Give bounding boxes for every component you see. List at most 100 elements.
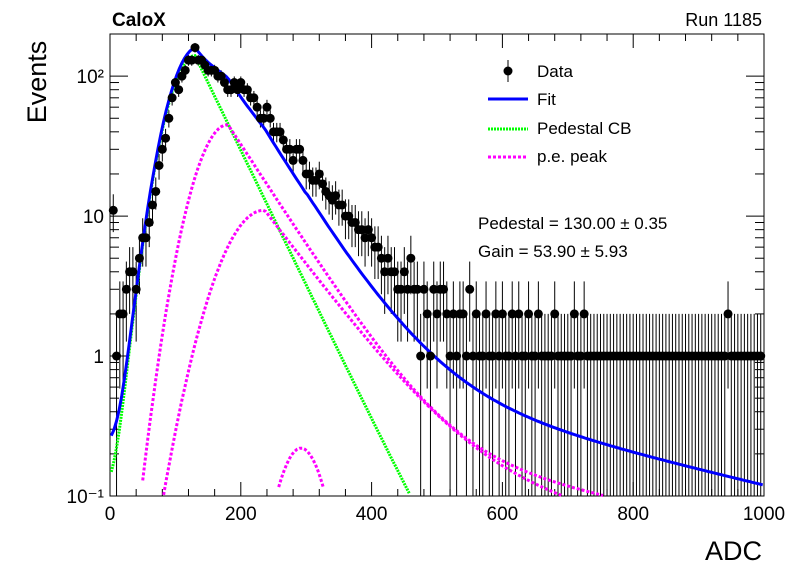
data-point xyxy=(720,351,730,361)
data-point xyxy=(550,309,560,319)
data-point xyxy=(360,233,370,243)
data-point xyxy=(412,284,422,294)
data-point xyxy=(569,309,579,319)
x-axis-label: ADC xyxy=(705,536,762,566)
data-point xyxy=(465,284,475,294)
data-point xyxy=(383,253,393,263)
data-point xyxy=(141,233,151,243)
data-point xyxy=(144,217,154,227)
error-bars xyxy=(112,42,762,496)
data-point xyxy=(425,351,435,361)
pe-peak-2-curve xyxy=(162,208,562,497)
data-point xyxy=(128,267,138,277)
data-point xyxy=(151,186,161,196)
y-axis-label: Events xyxy=(22,41,52,124)
data-point xyxy=(367,233,377,243)
legend-pedestal-label: Pedestal CB xyxy=(537,119,632,138)
legend: Data Fit Pedestal CB p.e. peak xyxy=(488,60,632,166)
data-point xyxy=(373,242,383,252)
data-point xyxy=(576,351,586,361)
data-point xyxy=(468,351,478,361)
data-point xyxy=(566,351,576,361)
x-tick-label: 200 xyxy=(225,504,257,525)
data-point xyxy=(546,351,556,361)
data-point xyxy=(134,253,144,263)
data-point xyxy=(350,217,360,227)
data-point xyxy=(118,309,128,319)
data-point xyxy=(524,309,534,319)
data-point xyxy=(389,267,399,277)
x-tick-label: 0 xyxy=(105,504,116,525)
data-point xyxy=(170,78,180,88)
y-tick-label: 10 xyxy=(83,207,104,228)
data-point xyxy=(452,351,462,361)
data-point xyxy=(579,309,589,319)
data-point xyxy=(497,309,507,319)
data-point xyxy=(403,284,413,294)
data-point xyxy=(337,200,347,210)
data-point xyxy=(406,253,416,263)
data-point xyxy=(331,191,341,201)
x-tick-labels: 0 200 400 600 800 1000 xyxy=(105,504,785,525)
data-point xyxy=(275,127,285,137)
data-point xyxy=(242,85,252,95)
experiment-label: CaloX xyxy=(112,10,166,31)
data-point xyxy=(157,144,167,154)
data-point xyxy=(121,284,131,294)
data-point xyxy=(314,169,324,179)
data-point xyxy=(259,113,269,123)
y-tick-label: 10⁻¹ xyxy=(67,487,105,508)
pe-peak-3-curve xyxy=(277,446,325,488)
data-points xyxy=(108,43,766,361)
y-tick-labels: 10⁻¹ 1 10 10² xyxy=(67,67,105,508)
data-point xyxy=(445,351,455,361)
data-point xyxy=(167,93,177,103)
x-tick-label: 800 xyxy=(617,504,649,525)
data-point xyxy=(187,55,197,65)
data-point xyxy=(249,93,259,103)
data-point xyxy=(439,284,449,294)
data-point xyxy=(514,309,524,319)
data-point xyxy=(481,309,491,319)
data-point xyxy=(448,309,458,319)
pedestal-result: Pedestal = 130.00 ± 0.35 xyxy=(478,214,667,233)
data-point xyxy=(278,135,288,145)
data-point xyxy=(219,78,229,88)
legend-pe-label: p.e. peak xyxy=(537,147,607,166)
fit-curves xyxy=(109,45,764,497)
data-point xyxy=(432,309,442,319)
data-point xyxy=(380,267,390,277)
y-tick-label: 1 xyxy=(93,347,104,368)
data-point xyxy=(154,160,164,170)
data-point xyxy=(236,78,246,88)
data-point xyxy=(318,179,328,189)
data-point xyxy=(298,155,308,165)
data-point xyxy=(161,133,171,143)
data-point xyxy=(262,102,272,112)
data-point xyxy=(131,284,141,294)
data-point xyxy=(723,309,733,319)
data-point xyxy=(363,225,373,235)
data-point xyxy=(252,102,262,112)
y-tick-label: 10² xyxy=(77,67,104,88)
data-point xyxy=(458,309,468,319)
data-point xyxy=(756,351,766,361)
data-point xyxy=(285,144,295,154)
data-point xyxy=(190,43,200,53)
data-point xyxy=(419,284,429,294)
data-point xyxy=(422,309,432,319)
data-point xyxy=(491,309,501,319)
data-point xyxy=(233,85,243,95)
data-point xyxy=(265,113,275,123)
data-point xyxy=(376,253,386,263)
data-point xyxy=(478,351,488,361)
data-point xyxy=(357,225,367,235)
run-label: Run 1185 xyxy=(685,10,762,30)
pe-peak-1-curve xyxy=(141,123,604,497)
data-point xyxy=(429,284,439,294)
data-point xyxy=(494,351,504,361)
data-point xyxy=(295,144,305,154)
plot-frame xyxy=(109,33,765,497)
data-point xyxy=(507,309,517,319)
